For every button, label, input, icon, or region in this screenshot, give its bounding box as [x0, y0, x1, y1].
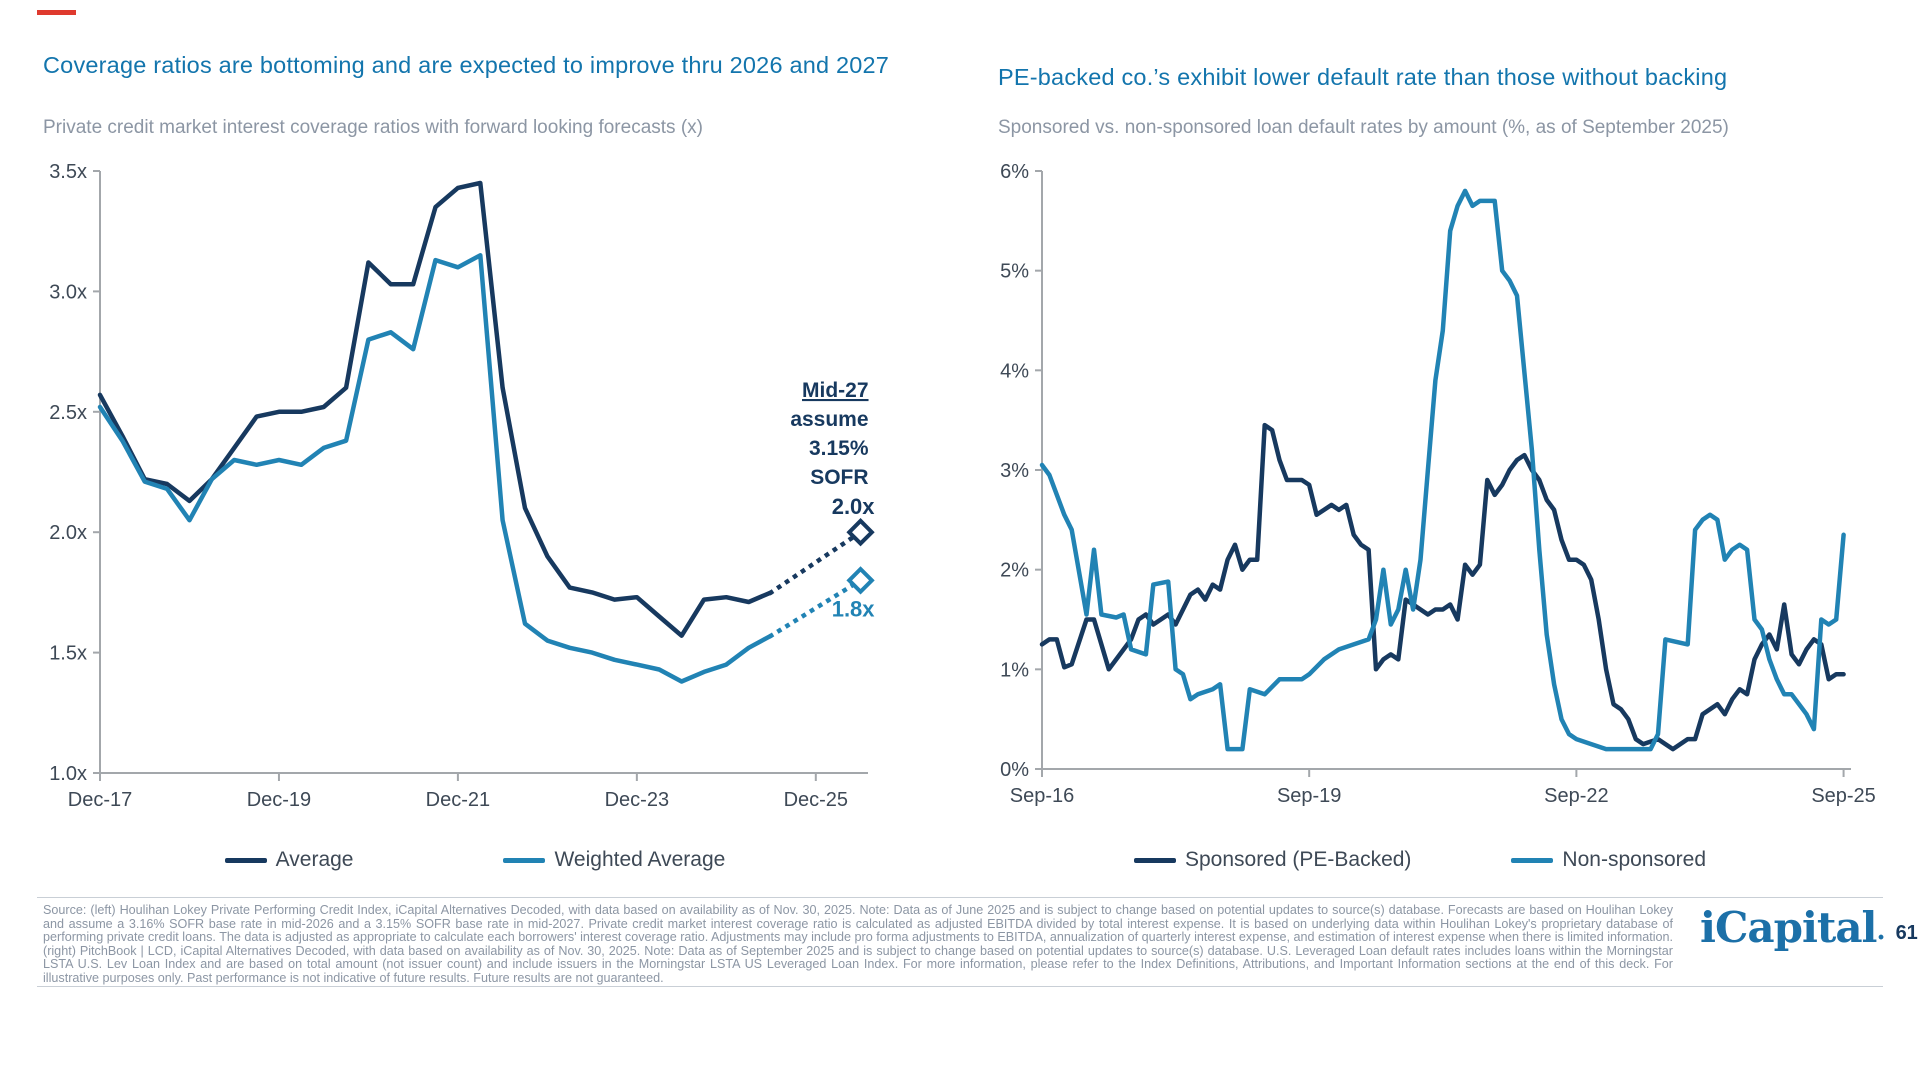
annotation-line: SOFR [810, 466, 868, 489]
right-chart-legend: Sponsored (PE-Backed) Non-sponsored [940, 848, 1900, 872]
y-tick-label: 5% [1000, 261, 1029, 283]
weighted-average-line-swatch [503, 857, 546, 863]
y-tick-label: 4% [1000, 360, 1029, 382]
average-line-swatch [224, 857, 267, 863]
legend-label: Weighted Average [554, 848, 726, 871]
y-tick-label: 1% [1000, 659, 1029, 681]
footer-top-rule [37, 897, 1883, 898]
y-tick-label: 1.0x [49, 763, 87, 785]
left-chart-title: Coverage ratios are bottoming and are ex… [43, 52, 890, 78]
left-chart-legend: Average Weighted Average [40, 848, 910, 872]
legend-item-average: Average [224, 848, 354, 872]
x-tick-label: Dec-25 [784, 789, 848, 811]
footer-bottom-rule [37, 986, 1883, 987]
legend-label: Non-sponsored [1562, 848, 1707, 871]
default-rate-chart-svg: 6% 5% 4% 3% 2% 1% 0% Sep-16 Sep-19 Sep-22 Sep-25 [1000, 161, 1876, 807]
series-line-sponsored-pe-backed- [1039, 422, 1846, 752]
annotation-line: Mid-27 [802, 379, 869, 402]
legend-label: Sponsored (PE-Backed) [1184, 848, 1412, 871]
x-tick-label: Sep-19 [1277, 785, 1342, 807]
annotation-line: 3.15% [809, 437, 869, 460]
brand-accent-dash [37, 10, 76, 15]
coverage-ratio-chart: 3.5x 3.0x 2.5x 2.0x 1.5x 1.0x Dec-17 Dec-19 Dec-… [40, 145, 910, 880]
y-tick-label: 3.5x [49, 161, 87, 183]
series-line-average [97, 180, 774, 638]
y-tick-label: 3% [1000, 460, 1029, 482]
x-tick-label: Sep-16 [1010, 785, 1075, 807]
annotation-line: assume [790, 408, 868, 431]
forecast-dotted-line [767, 529, 864, 596]
x-tick-label: Sep-25 [1811, 785, 1876, 807]
forecast-value-label: 2.0x [832, 494, 876, 519]
coverage-ratio-chart-svg: 3.5x 3.0x 2.5x 2.0x 1.5x 1.0x Dec-17 Dec-19 Dec-… [49, 161, 876, 811]
x-tick-label: Dec-23 [605, 789, 669, 811]
page-number: 61 [1895, 922, 1918, 944]
y-tick-label: 1.5x [49, 643, 87, 665]
icapital-logo-dot: . [1876, 916, 1886, 946]
icapital-logo: iCapital [1700, 903, 1877, 952]
forecast-value-label: 1.8x [832, 596, 876, 621]
x-tick-label: Sep-22 [1544, 785, 1609, 807]
default-rate-chart: 6% 5% 4% 3% 2% 1% 0% Sep-16 Sep-19 Sep-22 Sep-25 [940, 145, 1900, 880]
y-tick-label: 3.0x [49, 281, 87, 303]
legend-item-sponsored: Sponsored (PE-Backed) [1133, 848, 1412, 872]
legend-item-non-sponsored: Non-sponsored [1511, 848, 1706, 872]
forecast-dotted-line [768, 577, 864, 639]
source-disclosure-text: Source: (left) Houlihan Lokey Private Pe… [43, 903, 1673, 985]
series-line-non-sponsored [1039, 188, 1846, 752]
y-tick-label: 2% [1000, 560, 1029, 582]
right-chart-title: PE-backed co.’s exhibit lower default ra… [998, 64, 1728, 90]
x-tick-label: Dec-21 [426, 789, 490, 811]
forecast-diamond-marker [846, 518, 875, 547]
y-tick-label: 6% [1000, 161, 1029, 183]
x-tick-label: Dec-17 [68, 789, 132, 811]
forecast-diamond-marker [846, 566, 875, 595]
y-tick-label: 0% [1000, 759, 1029, 781]
y-tick-label: 2.0x [49, 522, 87, 544]
legend-item-weighted-average: Weighted Average [503, 848, 725, 872]
non-sponsored-line-swatch [1511, 857, 1554, 863]
icapital-logo-lockup: iCapital . 61 [1700, 903, 1918, 952]
x-tick-label: Dec-19 [247, 789, 311, 811]
series-line-weighted-average [97, 253, 774, 684]
left-chart-subtitle: Private credit market interest coverage … [43, 117, 703, 138]
sponsored-line-swatch [1133, 857, 1176, 863]
right-chart-subtitle: Sponsored vs. non-sponsored loan default… [998, 117, 1729, 138]
y-tick-label: 2.5x [49, 402, 87, 424]
legend-label: Average [275, 848, 354, 871]
